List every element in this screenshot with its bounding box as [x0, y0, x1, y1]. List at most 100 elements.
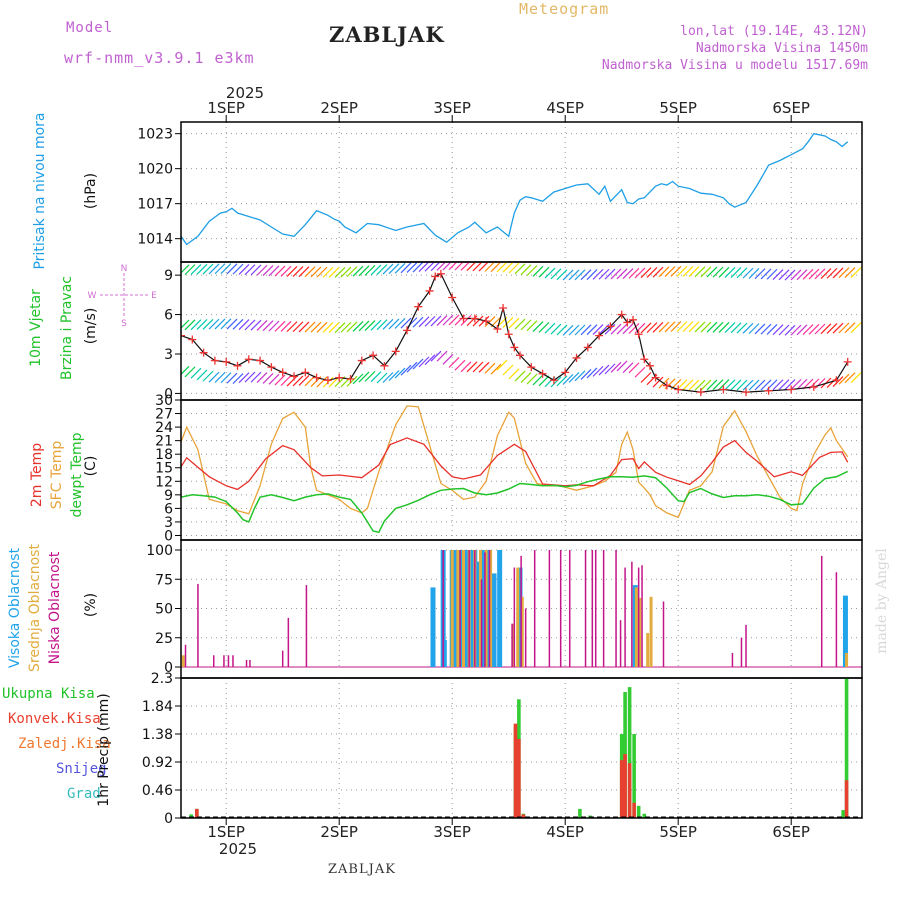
- cloud-low-bar: [740, 637, 743, 667]
- cloud-low-bar: [197, 583, 199, 667]
- wind-speed-marker: [403, 326, 411, 335]
- temp-2m-line: [181, 437, 849, 491]
- wind-barb-upper: [346, 266, 358, 278]
- wind-barb-lower: [796, 378, 808, 390]
- wind-barb-upper: [268, 265, 280, 277]
- wind-speed-marker: [651, 373, 660, 382]
- wind-barb-upper: [658, 266, 670, 278]
- wind-barb-middle: [358, 320, 370, 332]
- bottom-axis-day-label: 5SEP: [659, 823, 697, 841]
- cloud-low-bar: [533, 550, 536, 667]
- model-name: wrf-nmm_v3.9.1 e3km: [64, 49, 255, 67]
- wind-barb-upper: [736, 267, 748, 279]
- pressure-panel-frame: [180, 121, 863, 263]
- wind-barb-middle: [682, 321, 694, 333]
- cloud-low-bar: [662, 601, 665, 667]
- pressure-ytick-label: 1023: [137, 127, 173, 143]
- wind-barb-lower: [376, 372, 388, 384]
- wind-barb-upper: [622, 268, 634, 279]
- wind-barb-upper: [496, 262, 508, 273]
- wind-barb-upper: [292, 266, 304, 277]
- cloud-low-bar: [548, 550, 551, 667]
- wind-barb-middle: [766, 324, 778, 335]
- cloud-ytick-label: 75: [155, 572, 173, 588]
- cloud-low-bar: [249, 659, 251, 667]
- wind-speed-marker: [425, 286, 434, 295]
- wind-barb-middle: [442, 314, 454, 326]
- wind-speed-marker: [323, 376, 332, 385]
- wind-barb-lower: [220, 372, 232, 384]
- wind-speed-marker: [561, 368, 570, 377]
- wind-speed-marker: [267, 363, 276, 372]
- wind-barb-middle: [502, 317, 514, 328]
- precip-convective-bar: [623, 754, 627, 818]
- wind-barb-middle: [190, 319, 202, 331]
- wind-barb-upper: [670, 265, 682, 277]
- wind-speed-marker: [436, 269, 445, 278]
- wind-speed-marker: [742, 388, 750, 397]
- cloud-low-bar: [591, 550, 594, 667]
- top-axis-day-label: 6SEP: [772, 99, 810, 117]
- wind-barb-middle: [760, 323, 772, 335]
- wind-barb-lower: [358, 371, 370, 383]
- wind-barb-middle: [460, 315, 472, 326]
- wind-barb-middle: [412, 316, 424, 328]
- wind-barb-middle: [730, 322, 742, 334]
- cloud-low-bar: [305, 585, 308, 667]
- wind-barb-lower: [514, 370, 526, 382]
- cloud-low-bar: [520, 555, 522, 667]
- wind-barb-upper: [352, 265, 364, 277]
- wind-barb-lower: [598, 364, 610, 376]
- cloud-low-bar: [594, 550, 597, 667]
- wind-barb-middle: [202, 318, 214, 330]
- bottom-axis-day-label: 1SEP: [207, 823, 245, 841]
- wind-barb-lower: [784, 379, 796, 390]
- wind-barb-lower: [622, 362, 634, 374]
- wind-barb-middle: [316, 321, 328, 333]
- temp-ytick-label: 18: [155, 447, 173, 463]
- wind-barb-upper: [682, 266, 694, 277]
- top-axis-year: 2025: [226, 84, 264, 102]
- cloud-low-bar: [637, 567, 640, 667]
- wind-barb-upper: [748, 267, 760, 279]
- wind-barb-lower: [616, 360, 628, 372]
- cloud-ytick-label: 100: [146, 543, 173, 559]
- wind-barb-lower: [640, 372, 652, 383]
- cloud-mid-bar: [845, 652, 849, 667]
- cloud-low-bar: [631, 561, 633, 667]
- wind-barb-upper: [592, 268, 604, 280]
- precip-panel-frame: [180, 677, 863, 819]
- wind-barb-upper: [826, 267, 838, 279]
- wind-speed-marker: [233, 361, 242, 370]
- temp-ytick-label: 30: [155, 393, 173, 409]
- wind-speed-marker: [482, 317, 491, 326]
- wind-barb-lower: [208, 371, 220, 383]
- cloud-mid-bar: [516, 567, 520, 667]
- wind-barb-upper: [772, 269, 784, 280]
- cloud-low-bar: [184, 644, 187, 667]
- wind-barb-middle: [334, 322, 346, 334]
- wind-barb-middle: [424, 315, 436, 327]
- wind-barb-middle: [826, 323, 838, 334]
- wind-barb-middle: [676, 321, 688, 332]
- wind-barb-upper: [478, 262, 489, 272]
- precip-convective-bar: [844, 780, 849, 818]
- wind-ytick-label: 6: [164, 308, 173, 324]
- wind-barb-middle: [610, 323, 622, 335]
- wind-barb-upper: [604, 268, 616, 280]
- precip-convective-bar: [632, 802, 636, 818]
- wind-barb-middle: [568, 324, 580, 336]
- wind-barb-lower: [634, 366, 646, 378]
- wind-barb-upper: [550, 268, 562, 280]
- wind-barb-middle: [472, 315, 484, 327]
- wind-barb-middle: [712, 321, 724, 333]
- precip-total-bar: [642, 813, 647, 818]
- wind-barb-upper: [328, 266, 340, 278]
- wind-barb-upper: [454, 262, 464, 271]
- wind-barb-upper: [208, 263, 220, 275]
- top-axis-day-label: 3SEP: [433, 99, 471, 117]
- cloud-ytick-label: 0: [164, 660, 173, 676]
- cloud-low-bar: [281, 650, 284, 667]
- wind-barb-middle: [274, 320, 286, 332]
